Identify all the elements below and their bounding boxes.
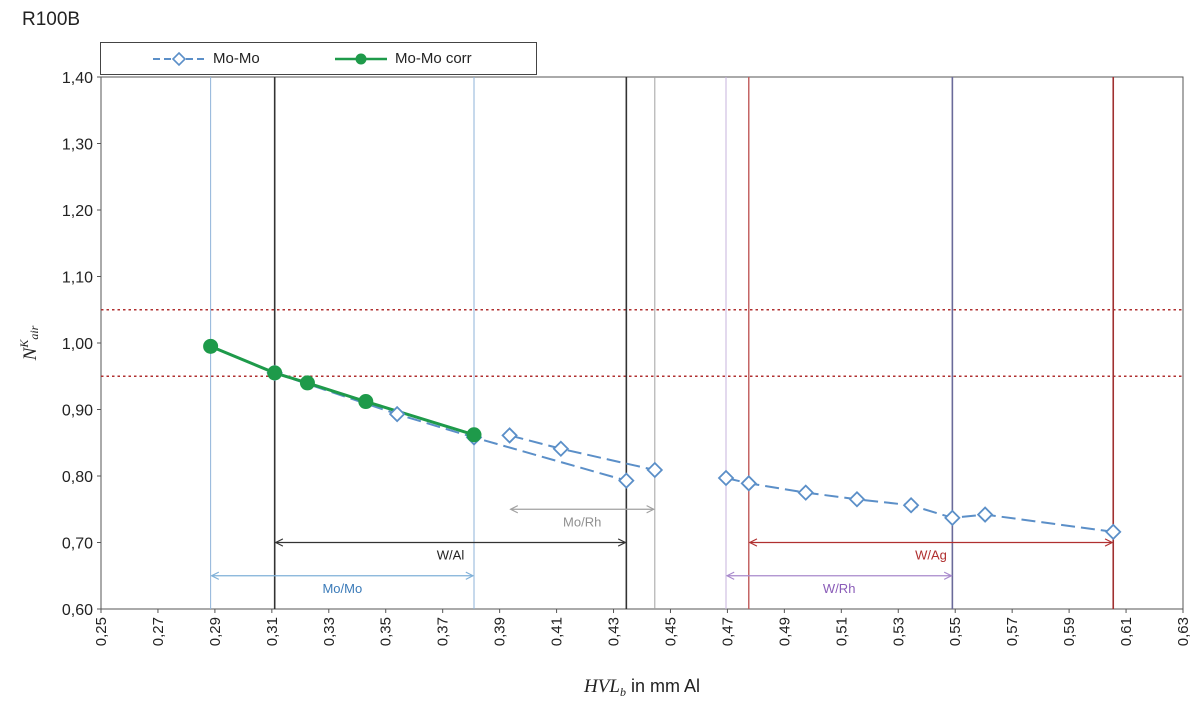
chart-title: R100B <box>22 9 81 30</box>
x-tick-label: 0,41 <box>549 617 566 646</box>
range-label: Mo/Rh <box>563 514 601 529</box>
x-tick-label: 0,45 <box>662 617 679 646</box>
data-point-mo-mo <box>501 427 518 444</box>
y-tick-label: 0,60 <box>62 602 93 619</box>
legend-swatch-solid-circle-icon <box>335 53 387 64</box>
legend-label-mo-mo-corr: Mo-Mo corr <box>395 50 472 67</box>
data-point-mo-mo <box>1104 523 1122 541</box>
x-tick-label: 0,25 <box>93 617 110 646</box>
x-axis-label: HVLb in mm Al <box>583 676 700 699</box>
data-point-mo-mo <box>717 469 735 487</box>
x-tick-label: 0,63 <box>1175 617 1192 646</box>
x-tick-label: 0,53 <box>890 617 907 646</box>
range-label: Mo/Mo <box>322 581 362 596</box>
y-tick-label: 0,80 <box>62 469 93 486</box>
plot-area <box>100 76 1184 610</box>
chart-legend: Mo-Mo Mo-Mo corr <box>100 42 537 75</box>
x-tick-label: 0,59 <box>1061 617 1078 646</box>
data-point-mo-mo <box>902 496 920 514</box>
data-point-mo-mo <box>976 506 994 523</box>
x-tick-label: 0,61 <box>1118 617 1135 646</box>
y-tick-label: 0,90 <box>62 403 93 420</box>
x-tick-label: 0,51 <box>833 617 850 646</box>
data-point-mo-mo-corr <box>299 375 315 391</box>
range-label: W/Al <box>437 548 465 563</box>
y-tick-label: 1,10 <box>62 270 93 287</box>
x-tick-label: 0,31 <box>264 617 281 646</box>
legend-item-mo-mo-corr: Mo-Mo corr <box>333 43 472 74</box>
data-point-mo-mo-corr <box>358 394 374 410</box>
legend-label-mo-mo: Mo-Mo <box>213 50 260 67</box>
legend-item-mo-mo: Mo-Mo <box>151 43 260 74</box>
x-tick-label: 0,47 <box>719 617 736 646</box>
x-tick-label: 0,49 <box>776 617 793 646</box>
data-point-mo-mo <box>848 491 866 508</box>
x-tick-label: 0,43 <box>606 617 623 646</box>
data-point-mo-mo-corr <box>203 338 219 354</box>
legend-swatch-dashed-diamond-icon <box>153 51 205 66</box>
data-point-mo-mo <box>646 461 664 479</box>
y-axis-label: NKair <box>17 325 41 361</box>
x-tick-label: 0,39 <box>492 617 509 646</box>
range-label: W/Ag <box>915 548 947 563</box>
y-tick-label: 1,40 <box>62 70 93 87</box>
data-point-mo-mo <box>797 484 814 501</box>
y-tick-label: 1,30 <box>62 137 93 154</box>
data-point-mo-mo <box>618 472 635 489</box>
data-point-mo-mo <box>388 405 406 423</box>
data-point-mo-mo <box>740 475 758 492</box>
y-tick-label: 1,20 <box>62 203 93 220</box>
data-point-mo-mo-corr <box>267 365 283 381</box>
x-tick-label: 0,37 <box>435 617 452 646</box>
x-tick-label: 0,29 <box>207 617 224 646</box>
x-tick-label: 0,55 <box>947 617 964 646</box>
x-tick-label: 0,57 <box>1004 617 1021 646</box>
data-point-mo-mo-corr <box>466 427 482 443</box>
range-label: W/Rh <box>823 581 856 596</box>
x-tick-label: 0,27 <box>150 617 167 646</box>
y-tick-label: 0,70 <box>62 536 93 553</box>
x-tick-label: 0,33 <box>321 617 338 646</box>
data-point-mo-mo <box>944 509 961 527</box>
y-tick-label: 1,00 <box>62 336 93 353</box>
data-point-mo-mo <box>552 440 570 458</box>
series-line-mo-mo <box>725 477 1114 533</box>
x-tick-label: 0,35 <box>378 617 395 646</box>
